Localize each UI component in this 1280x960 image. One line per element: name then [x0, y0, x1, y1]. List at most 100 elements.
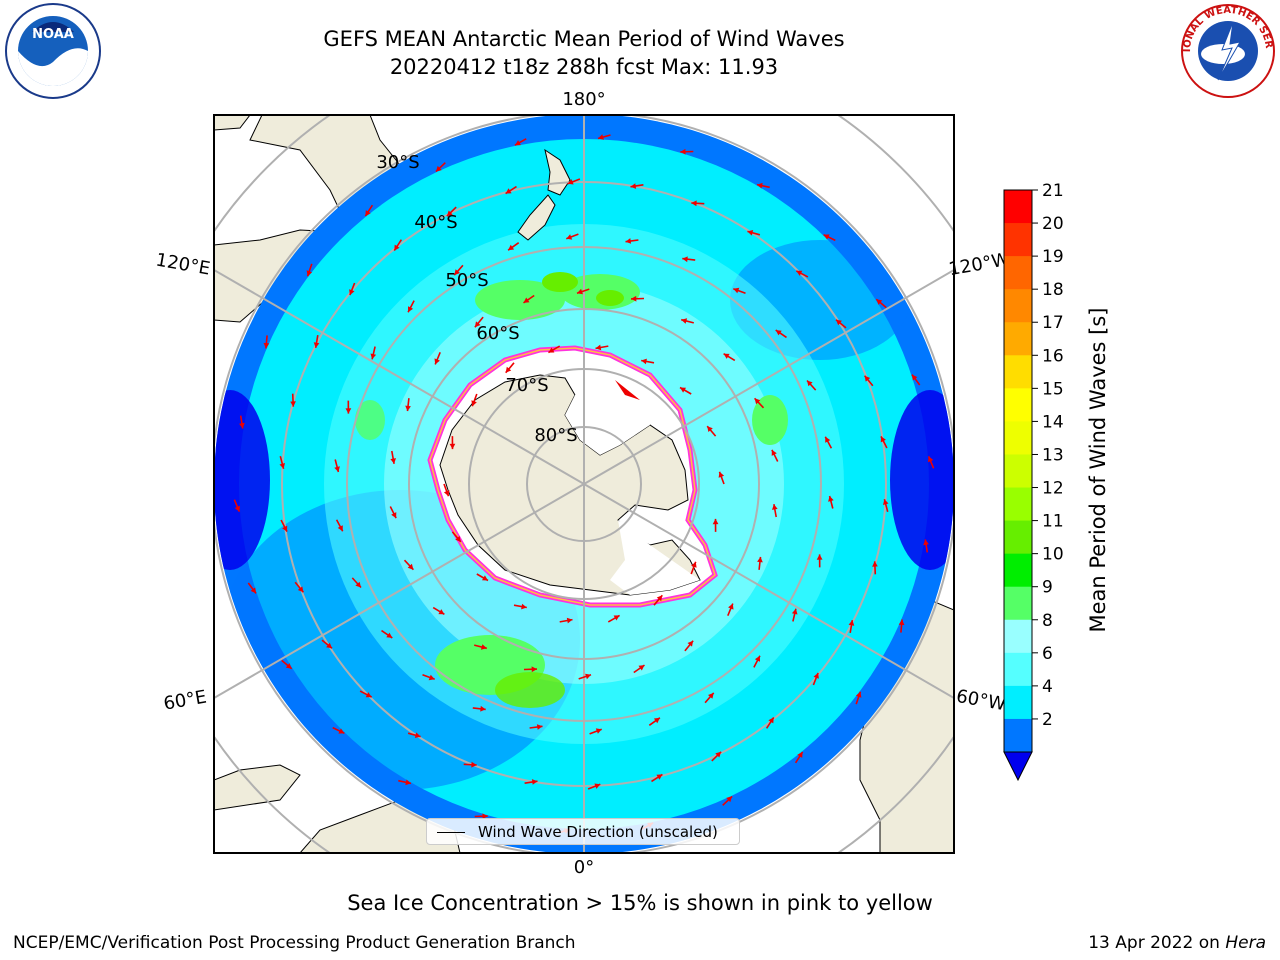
wave-arrow-head [613, 615, 620, 621]
wave-arrow-head [365, 692, 372, 698]
wave-arrow-head [394, 244, 400, 251]
wave-arrow-head [349, 289, 355, 296]
wave-arrow-head [482, 575, 488, 581]
colorbar-band [1004, 652, 1032, 687]
wave-arrow-head [531, 779, 538, 785]
wave-arrow-head [577, 288, 583, 295]
wave-arrow-head [912, 374, 918, 381]
wave-arrow-head [807, 380, 813, 387]
wave-arrow-head [334, 466, 340, 472]
colorbar-band [1004, 553, 1032, 588]
wave-arrow-head [508, 244, 515, 251]
caption: Sea Ice Concentration > 15% is shown in … [347, 891, 933, 915]
wave-arrow-head [728, 603, 734, 610]
wave-arrow-head [708, 692, 714, 699]
colorbar-tick-label: 14 [1042, 412, 1064, 432]
wave-arrow-head [691, 200, 697, 207]
wave-arrow-head [898, 619, 905, 626]
lon-label-180: 180° [562, 89, 605, 110]
wave-arrow-head [405, 405, 411, 412]
wave-arrow-head [653, 717, 660, 724]
colorbar-band [1004, 256, 1032, 290]
wave-arrow-head [290, 401, 296, 407]
wave-arrow-head [438, 609, 445, 615]
wave-arrow-head [796, 270, 803, 276]
wave-arrow-head [449, 443, 456, 450]
wave-arrow-head [365, 210, 371, 217]
wave-arrow-head [631, 295, 637, 302]
colorbar-tick-label: 17 [1042, 313, 1064, 333]
wave-arrow-head [680, 387, 686, 393]
weddell-ice [610, 520, 700, 595]
lat-label-70s: 70°S [505, 375, 548, 396]
lat-label-60s: 60°S [476, 323, 519, 344]
date-text: 13 Apr 2022 on [1088, 933, 1226, 953]
wave-arrow-head [595, 728, 602, 734]
wave-arrow-head [928, 456, 934, 463]
wave-arrow-head [791, 608, 798, 615]
colorbar-tick-label: 9 [1042, 578, 1053, 598]
host-name: Hera [1225, 933, 1266, 953]
wave-arrow-head [482, 813, 488, 820]
colorbar-tick-label: 18 [1042, 280, 1064, 300]
wave-arrow-head [414, 732, 421, 738]
wave-arrow-head [521, 603, 527, 610]
wave-arrow-head [754, 655, 760, 662]
wave-arrow-head [630, 183, 637, 189]
colorbar-band [1004, 718, 1032, 753]
wave-arrow-head [825, 436, 831, 443]
south-island-land [517, 194, 556, 241]
wave-arrow-head [687, 640, 694, 647]
wave-arrow-head [263, 342, 270, 349]
colorbar-band [1004, 586, 1032, 621]
wave-arrow-head [656, 774, 663, 780]
colorbar-band [1004, 388, 1032, 422]
wave-arrow-head [391, 512, 397, 519]
colorbar: 21 20 19 18 17 16 15 14 13 12 11 10 9 8 6 4 2 [1003, 181, 1064, 782]
wave-arrow-head [768, 717, 774, 724]
colorbar-tick-label: 12 [1042, 479, 1064, 499]
wave-arrow-head [306, 270, 313, 277]
wave-arrow-head [548, 347, 555, 353]
wave-arrow-head [443, 490, 450, 497]
wave-arrow-head [408, 306, 414, 313]
colorbar-tick-label: 10 [1042, 545, 1064, 565]
wave-arrow-head [531, 666, 537, 673]
wave-arrow-head [757, 556, 763, 563]
lon-label-120w: 120°W [947, 249, 1011, 280]
colorbar-tick-label: 8 [1042, 611, 1053, 631]
wave-arrow-head [813, 672, 819, 679]
wave-arrow-head [455, 536, 461, 542]
wave-arrow-head [390, 458, 396, 464]
wave-arrow-head [816, 554, 823, 560]
lat-label-40s: 40°S [414, 212, 457, 233]
lat-label-50s: 50°S [445, 270, 488, 291]
wave-arrow-head [848, 620, 855, 626]
colorbar-band [1004, 289, 1032, 323]
wave-arrow-head [594, 783, 601, 789]
legend-line-icon [437, 832, 465, 833]
title-line-1: GEFS MEAN Antarctic Mean Period of Wind … [323, 27, 845, 51]
wave-arrow-head [864, 375, 871, 382]
noaa-logo-text: NOAA [32, 27, 74, 42]
wave-arrow-head [712, 518, 719, 525]
footer-date: 13 Apr 2022 on Hera [1088, 933, 1266, 953]
colorbar-label: Mean Period of Wind Waves [s] [1086, 307, 1110, 633]
wave-arrow-head [772, 504, 778, 510]
colorbar-tick-label: 4 [1042, 677, 1053, 697]
wave-arrow-head [234, 505, 240, 512]
wave-arrow-head [313, 342, 320, 348]
wave-arrow-head [715, 751, 722, 758]
lat-label-30s: 30°S [376, 152, 419, 173]
wave-arrow-head [471, 761, 477, 768]
colorbar-tick-label: 2 [1042, 710, 1053, 730]
wave-arrow-head [707, 426, 713, 432]
colorbar-band [1004, 487, 1032, 522]
wave-arrow-head [733, 287, 740, 294]
colorbar-tick-label: 16 [1042, 346, 1064, 366]
wave-arrow-head [285, 663, 292, 669]
wave-arrow-head [726, 796, 733, 803]
wave-arrow-head [505, 188, 512, 194]
colorbar-tick-label: 21 [1042, 181, 1064, 201]
wave-arrow-head [514, 140, 521, 146]
